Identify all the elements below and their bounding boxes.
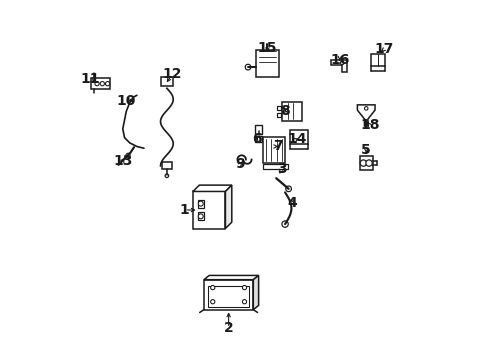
Circle shape (198, 201, 203, 206)
Polygon shape (330, 60, 346, 72)
Bar (263, 164, 287, 169)
Circle shape (210, 300, 214, 304)
Bar (197, 212, 203, 220)
Bar (91, 78, 110, 89)
Text: 7: 7 (273, 139, 282, 153)
Circle shape (244, 64, 250, 70)
Polygon shape (225, 185, 231, 229)
Text: 8: 8 (280, 104, 289, 118)
Circle shape (242, 285, 246, 290)
Text: 10: 10 (116, 94, 136, 108)
Text: 14: 14 (286, 132, 306, 147)
Bar (282, 102, 301, 121)
Text: 13: 13 (113, 154, 132, 168)
Text: 3: 3 (276, 162, 286, 176)
Circle shape (340, 61, 343, 65)
Polygon shape (253, 275, 258, 310)
Text: 4: 4 (286, 196, 296, 210)
Text: 2: 2 (224, 321, 233, 335)
Circle shape (105, 82, 109, 86)
Circle shape (365, 160, 371, 166)
Circle shape (364, 121, 367, 124)
Bar (290, 130, 307, 144)
Bar (193, 192, 225, 229)
Text: 9: 9 (235, 157, 244, 171)
Bar (359, 156, 372, 170)
Circle shape (360, 160, 366, 166)
Bar (254, 126, 262, 134)
Bar (208, 286, 248, 307)
Circle shape (165, 174, 168, 177)
Bar (203, 280, 253, 310)
Text: 15: 15 (257, 41, 277, 55)
Text: 1: 1 (179, 203, 189, 217)
Circle shape (95, 82, 99, 86)
Polygon shape (203, 275, 258, 280)
Bar (161, 77, 172, 86)
Text: 16: 16 (329, 53, 349, 67)
Bar (255, 136, 261, 142)
Bar (162, 162, 171, 170)
Bar (370, 54, 384, 66)
Circle shape (242, 300, 246, 304)
Text: 11: 11 (81, 72, 100, 86)
Circle shape (198, 214, 203, 219)
Polygon shape (357, 105, 374, 126)
Text: 17: 17 (373, 42, 393, 57)
Bar (277, 113, 280, 117)
Circle shape (100, 82, 104, 86)
Text: 12: 12 (162, 67, 182, 81)
Bar (277, 105, 280, 110)
Text: 18: 18 (359, 118, 379, 132)
Bar (255, 50, 278, 77)
Circle shape (210, 285, 214, 290)
Circle shape (126, 153, 130, 157)
Circle shape (281, 221, 287, 227)
Bar (263, 137, 284, 163)
Polygon shape (193, 185, 231, 192)
Text: 5: 5 (361, 143, 370, 157)
Text: 6: 6 (251, 132, 261, 147)
Bar (197, 200, 203, 207)
Circle shape (364, 107, 367, 110)
Circle shape (285, 186, 291, 192)
